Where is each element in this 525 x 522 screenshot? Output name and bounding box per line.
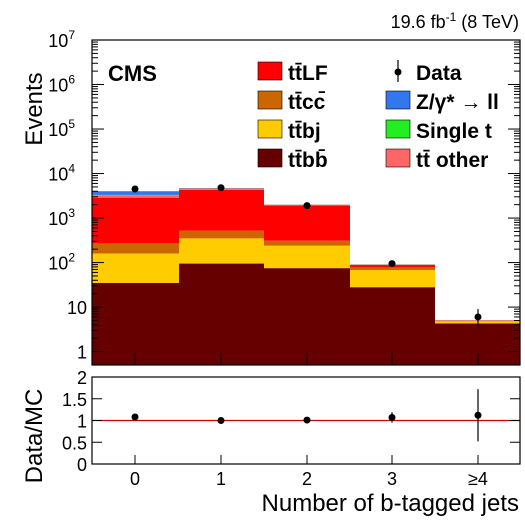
ratio-y-tick-label-2: 1 [77,412,87,432]
bar-3-bin-1 [179,189,264,231]
bar-0-bin-0 [92,282,179,365]
x-tick-label-3: 3 [387,469,397,489]
y-tick-label-6: 106 [48,73,75,96]
ratio-point-0 [131,413,139,421]
bar-1-bin-2 [264,245,350,269]
y-tick-label-5: 105 [48,117,75,140]
ratio-point-2 [303,416,311,424]
x-tick-label-2: 2 [302,469,312,489]
legend-label-7: tt̄ other [416,149,488,172]
data-point-0 [131,185,139,193]
bar-0-bin-1 [179,263,264,365]
data-point-1 [217,184,225,192]
legend-label-3: Z/γ* → ll [416,91,499,114]
data-point-4 [474,313,482,321]
legend-swatch-0 [257,61,283,81]
y-tick-label-0: 1 [77,343,87,363]
bar-6-bin-0 [92,191,179,195]
ratio-y-axis-label: Data/MC [21,389,48,484]
bar-0-bin-3 [350,287,435,365]
y-tick-label-3: 103 [48,206,75,229]
legend-label-0: tt̄LF [288,62,328,85]
legend-swatch-3 [385,90,411,110]
x-tick-label-1: 1 [216,469,226,489]
bar-1-bin-0 [92,253,179,283]
x-tick-label-0: 0 [130,469,140,489]
ratio-point-4 [474,411,482,419]
bar-2-bin-0 [92,243,179,254]
ratio-y-tick-label-1: 0.5 [62,433,87,453]
legend-label-2: tt̄cc̄ [288,91,326,114]
legend-label-6: tt̄bb̄ [288,149,328,172]
bar-2-bin-1 [179,230,264,239]
legend-swatch-4 [257,119,283,139]
legend: tt̄LF Data tt̄cc̄ Z/γ* → ll tt̄bj Single t tt̄… [257,60,499,172]
y-tick-label-1: 10 [67,298,87,318]
bar-4-bin-0 [92,195,179,198]
bar-0-bin-2 [264,268,350,365]
bar-1-bin-1 [179,238,264,264]
ratio-points [131,389,482,442]
legend-marker [394,68,402,76]
cms-label: CMS [108,61,157,86]
y-tick-label-4: 104 [48,162,75,185]
legend-swatch-6 [257,148,283,168]
bar-3-bin-0 [92,197,179,244]
ratio-y-tick-label-3: 1.5 [62,390,87,410]
bar-3-bin-2 [264,205,350,241]
ratio-y-ticks: 00.511.52 [62,368,520,475]
legend-label-5: Single t [416,120,492,143]
data-points [131,184,482,328]
legend-swatch-7 [385,148,411,168]
ratio-y-tick-label-0: 0 [77,455,87,475]
main-plot-frame [91,39,521,366]
data-point-3 [388,260,396,268]
legend-swatch-5 [385,119,411,139]
x-tick-label-4: ≥4 [468,469,488,489]
stack-bars [92,187,520,365]
bar-2-bin-2 [264,240,350,246]
data-point-2 [303,202,311,210]
ratio-y-tick-label-4: 2 [77,368,87,388]
main-y-axis-label: Events [21,72,48,145]
ratio-point-1 [217,417,225,424]
y-tick-label-2: 102 [48,251,75,274]
x-axis-label: Number of b-tagged jets [262,490,519,517]
legend-label-4: tt̄bj [288,120,321,143]
lumi-label: 19.6 fb-1 (8 TeV) [391,10,519,32]
bar-2-bin-3 [350,267,435,271]
y-tick-label-7: 107 [48,28,75,51]
ratio-point-3 [388,413,396,421]
main-y-ticks: 1 10 102 103 104 105 106 107 [48,28,520,363]
legend-label-1: Data [416,62,462,85]
x-tick-labels: 0 1 2 3 ≥4 [130,353,488,489]
legend-swatch-2 [257,90,283,110]
bar-1-bin-3 [350,270,435,288]
